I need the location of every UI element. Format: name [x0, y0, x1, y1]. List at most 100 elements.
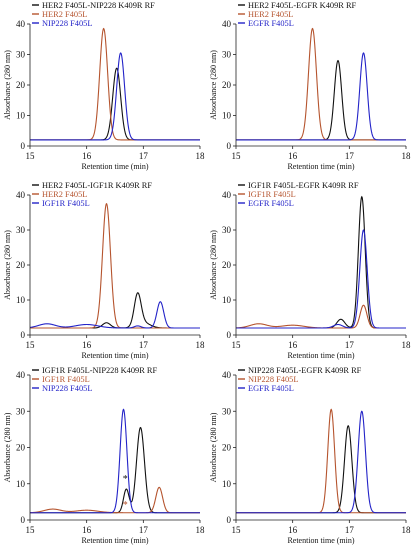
- x-tick-label: 18: [402, 151, 412, 161]
- y-axis-label: Absorbance (280 nm): [3, 50, 12, 120]
- x-tick-label: 17: [139, 525, 149, 535]
- legend-entry: HER2 F405L-IGF1R K409R RF: [42, 181, 152, 190]
- legend-entry: NIP228 F405L: [248, 375, 299, 384]
- chart-panel-1: 15 16 17 18 0 10 20 30 40 Retention time (min) Abs…: [3, 1, 205, 171]
- legend-entry: NIP228 F405L: [42, 384, 93, 393]
- x-axis-label: Retention time (min): [81, 351, 148, 360]
- x-tick-label: 16: [82, 340, 92, 350]
- y-tick-label: 30: [16, 225, 26, 235]
- x-tick-label: 17: [345, 340, 355, 350]
- chart-panel-4: 15 16 17 18 0 10 20 30 40 Retention time (min) Abs…: [209, 181, 411, 360]
- x-axis-label: Retention time (min): [287, 536, 354, 545]
- legend-entry: HER2 F405L: [248, 10, 293, 19]
- y-tick-label: 0: [21, 141, 26, 151]
- legend-entry: HER2 F405L: [42, 190, 87, 199]
- series-line-1: [30, 292, 200, 329]
- legend-entry: HER2 F405L-NIP228 K409R RF: [42, 1, 155, 10]
- y-axis-label: Absorbance (280 nm): [209, 230, 218, 300]
- y-tick-label: 40: [222, 190, 232, 200]
- y-tick-label: 30: [16, 406, 26, 416]
- chart-panel-5: 15 16 17 18 0 10 20 30 40 Retention time (min) Abs…: [3, 366, 205, 545]
- legend-entry: IGF1R F405L-NIP228 K409R RF: [42, 366, 158, 375]
- series-line-3: [236, 52, 406, 141]
- y-tick-label: 40: [16, 370, 26, 380]
- y-tick-label: 10: [16, 295, 26, 305]
- x-tick-label: 18: [196, 151, 206, 161]
- chart-panel-6: 15 16 17 18 0 10 20 30 40 Retention time (min) Abs…: [209, 366, 411, 545]
- series-line-3: [236, 410, 406, 514]
- x-tick-label: 16: [288, 525, 298, 535]
- series-line-3: [30, 408, 200, 514]
- y-axis-label: Absorbance (280 nm): [209, 412, 218, 482]
- legend-entry: EGFR F405L: [248, 199, 294, 208]
- y-axis-label: Absorbance (280 nm): [3, 412, 12, 482]
- x-tick-label: 18: [402, 525, 412, 535]
- legend-entry: IGF1R F405L: [42, 375, 90, 384]
- x-tick-label: 16: [82, 151, 92, 161]
- x-tick-label: 17: [139, 340, 149, 350]
- y-tick-label: 30: [222, 225, 232, 235]
- x-tick-label: 16: [288, 151, 298, 161]
- x-tick-label: 16: [288, 340, 298, 350]
- series-line-2: [236, 27, 406, 141]
- chart-panel-3: 15 16 17 18 0 10 20 30 40 Retention time (min) Abs…: [3, 181, 205, 360]
- y-tick-label: 30: [222, 50, 232, 60]
- y-axis-label: Absorbance (280 nm): [209, 50, 218, 120]
- series-line-3: [29, 301, 200, 329]
- y-tick-label: 0: [21, 330, 26, 340]
- y-tick-label: 10: [16, 479, 26, 489]
- series-line-2: [235, 304, 406, 329]
- legend-entry: IGF1R F405L: [248, 190, 296, 199]
- y-tick-label: 40: [222, 19, 232, 29]
- x-tick-label: 15: [26, 340, 36, 350]
- legend-entry: NIP228 F405L: [42, 19, 93, 28]
- x-axis-label: Retention time (min): [81, 536, 148, 545]
- series-line-2: [30, 202, 200, 329]
- series-line-1: [236, 424, 406, 514]
- y-tick-label: 10: [222, 295, 232, 305]
- y-axis-label: Absorbance (280 nm): [3, 230, 12, 300]
- series-line-3: [30, 52, 200, 141]
- x-tick-label: 15: [232, 340, 242, 350]
- y-tick-label: 40: [16, 19, 26, 29]
- y-tick-label: 0: [227, 330, 232, 340]
- legend-entry: IGF1R F405L-EGFR K409R RF: [248, 181, 359, 190]
- legend-entry: HER2 F405L: [42, 10, 87, 19]
- legend-entry: NIP228 F405L-EGFR K409R RF: [248, 366, 362, 375]
- series-line-3: [236, 229, 406, 329]
- y-tick-label: 0: [227, 515, 232, 525]
- y-tick-label: 10: [222, 111, 232, 121]
- x-tick-label: 17: [139, 151, 149, 161]
- x-tick-label: 15: [232, 525, 242, 535]
- x-tick-label: 17: [345, 151, 355, 161]
- y-tick-label: 40: [16, 190, 26, 200]
- legend-entry: EGFR F405L: [248, 384, 294, 393]
- x-tick-label: 15: [26, 525, 36, 535]
- y-tick-label: 20: [16, 80, 26, 90]
- y-tick-label: 40: [222, 370, 232, 380]
- x-axis-label: Retention time (min): [81, 162, 148, 171]
- y-tick-label: 10: [16, 111, 26, 121]
- x-tick-label: 16: [82, 525, 92, 535]
- y-tick-label: 20: [222, 443, 232, 453]
- x-tick-label: 18: [196, 525, 206, 535]
- x-tick-label: 15: [26, 151, 36, 161]
- y-tick-label: 20: [222, 260, 232, 270]
- annotation-asterisk: *: [123, 474, 128, 485]
- annotation-asterisk: *: [123, 500, 128, 511]
- x-tick-label: 17: [345, 525, 355, 535]
- y-tick-label: 20: [16, 443, 26, 453]
- x-tick-label: 18: [196, 340, 206, 350]
- y-tick-label: 30: [16, 50, 26, 60]
- series-line-2: [30, 27, 200, 141]
- series-line-1: [30, 426, 200, 514]
- chart-panel-2: 15 16 17 18 0 10 20 30 40 Retention time (min) Abs…: [209, 1, 411, 171]
- y-tick-label: 0: [227, 141, 232, 151]
- legend-entry: HER2 F405L-EGFR K409R RF: [248, 1, 357, 10]
- series-line-1: [236, 195, 406, 329]
- y-tick-label: 30: [222, 406, 232, 416]
- legend-entry: IGF1R F405L: [42, 199, 90, 208]
- x-tick-label: 18: [402, 340, 412, 350]
- y-tick-label: 20: [222, 80, 232, 90]
